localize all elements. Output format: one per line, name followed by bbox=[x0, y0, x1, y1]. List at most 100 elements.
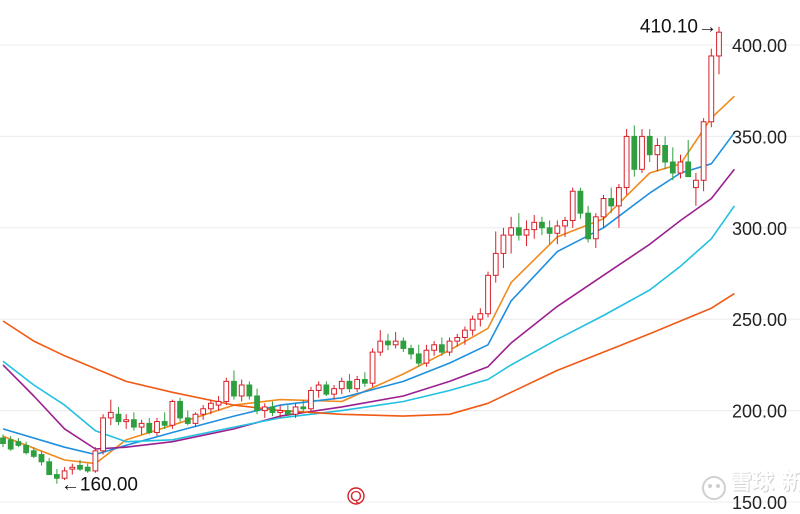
candle-body bbox=[562, 219, 568, 227]
candle-body bbox=[261, 406, 268, 412]
candle-body bbox=[192, 413, 199, 424]
candle-body bbox=[77, 464, 83, 470]
candle-body bbox=[677, 161, 684, 174]
watermark-text: 雪球 新股 bbox=[730, 469, 800, 495]
candle-body bbox=[115, 413, 122, 423]
candle-body bbox=[69, 466, 76, 470]
candle-body bbox=[277, 410, 284, 413]
candle-body bbox=[431, 344, 438, 351]
candle-body bbox=[54, 474, 60, 479]
candle-body bbox=[523, 229, 530, 236]
candle-body bbox=[385, 340, 391, 346]
low-annotation: ←160.00 bbox=[61, 475, 138, 496]
candle-body bbox=[130, 419, 137, 428]
candle-body bbox=[154, 421, 160, 434]
y-tick-label: 200.00 bbox=[732, 402, 787, 422]
candle-body bbox=[338, 380, 345, 390]
candle-body bbox=[600, 198, 607, 218]
candle-body bbox=[693, 179, 699, 189]
candle-body bbox=[585, 212, 592, 240]
candle-body bbox=[308, 389, 314, 410]
candle-body bbox=[231, 380, 237, 397]
candle-body bbox=[485, 274, 491, 315]
candle-body bbox=[631, 135, 638, 170]
watermark-logo-icon bbox=[702, 476, 726, 500]
candle-body bbox=[161, 421, 168, 426]
candle-body bbox=[392, 340, 399, 346]
candle-body bbox=[61, 470, 68, 479]
candle-body bbox=[646, 135, 653, 156]
candle-body bbox=[331, 388, 337, 395]
candle-body bbox=[269, 406, 276, 413]
candle-body bbox=[30, 450, 37, 457]
candle-body bbox=[123, 419, 130, 423]
candle-body bbox=[662, 145, 668, 163]
candle-body bbox=[462, 329, 468, 338]
candle-body bbox=[138, 422, 145, 428]
candle-body bbox=[669, 161, 676, 174]
candle-body bbox=[246, 384, 253, 397]
candle-body bbox=[177, 400, 183, 419]
y-tick-label: 250.00 bbox=[732, 310, 787, 330]
moving-average-line bbox=[2, 292, 735, 417]
candle-body bbox=[200, 408, 207, 415]
candle-body bbox=[292, 406, 299, 415]
candle-body bbox=[207, 402, 214, 410]
candle-body bbox=[38, 453, 45, 463]
candle-body bbox=[469, 318, 476, 331]
candle-body bbox=[716, 31, 722, 57]
candle-body bbox=[300, 406, 307, 410]
watermark: Q 雪球 新股 雪球 新股 bbox=[347, 469, 800, 505]
candle-body bbox=[15, 441, 22, 446]
candle-body bbox=[184, 417, 191, 424]
candle-body bbox=[623, 135, 630, 189]
chart-annotations: 410.10→ ←160.00 bbox=[61, 17, 717, 496]
y-tick-label: 400.00 bbox=[732, 36, 787, 56]
candle-body bbox=[608, 198, 615, 207]
candle-body bbox=[315, 384, 322, 391]
candle-body bbox=[238, 384, 245, 397]
candle-body bbox=[508, 227, 515, 236]
candle-body bbox=[423, 349, 430, 364]
candle-body bbox=[654, 145, 661, 156]
candle-body bbox=[254, 395, 260, 412]
candle-body bbox=[284, 410, 291, 415]
candle-body bbox=[100, 417, 106, 452]
high-annotation: 410.10→ bbox=[640, 17, 717, 38]
candle-body bbox=[415, 353, 422, 364]
candle-body bbox=[700, 121, 707, 181]
candle-body bbox=[400, 340, 407, 349]
candle-body bbox=[500, 234, 507, 254]
candle-body bbox=[354, 379, 361, 390]
candle-body bbox=[639, 135, 645, 170]
candle-body bbox=[569, 190, 576, 221]
candle-body bbox=[546, 227, 553, 234]
candle-body bbox=[438, 344, 445, 353]
candle-body bbox=[554, 225, 561, 234]
y-tick-label: 150.00 bbox=[732, 493, 787, 513]
candle-body bbox=[84, 466, 91, 472]
candle-body bbox=[323, 384, 330, 395]
candle-body bbox=[92, 450, 99, 472]
candle-body bbox=[515, 227, 522, 236]
candle-body bbox=[46, 461, 53, 476]
candle-body bbox=[361, 379, 368, 384]
candle-body bbox=[146, 422, 153, 434]
candle-body bbox=[7, 439, 14, 450]
candle-body bbox=[377, 340, 384, 353]
candle-body bbox=[539, 221, 545, 229]
candle-body bbox=[577, 190, 584, 214]
candle-body bbox=[616, 187, 622, 207]
candle-body bbox=[492, 252, 499, 276]
candle-body bbox=[215, 400, 222, 406]
candles bbox=[0, 26, 722, 484]
watermark-text-shadow: 雪球 新股 bbox=[731, 470, 800, 496]
candle-body bbox=[531, 221, 538, 231]
grid-lines bbox=[0, 44, 800, 503]
candle-body bbox=[223, 380, 230, 402]
candle-body bbox=[107, 411, 114, 419]
watermark-marker: Q bbox=[350, 488, 362, 505]
candle-body bbox=[346, 380, 353, 390]
candle-body bbox=[454, 336, 461, 342]
